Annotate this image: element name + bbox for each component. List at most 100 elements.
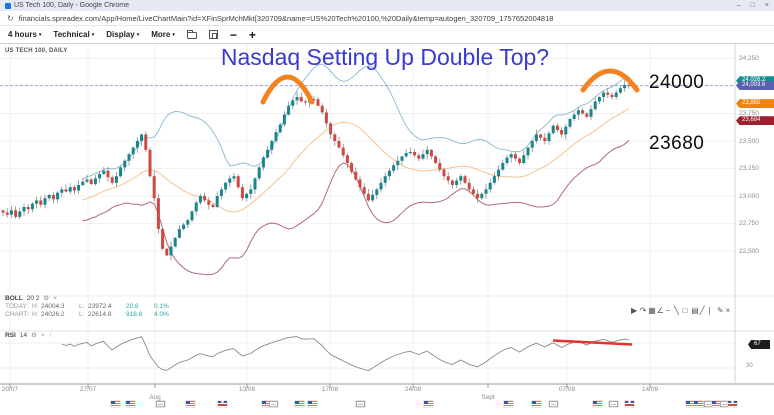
high-label: H: xyxy=(32,311,39,318)
middle-band-badge: 23,855 xyxy=(736,99,774,109)
tool-divider-icon[interactable]: | xyxy=(708,306,711,315)
zoom-in-button[interactable]: + xyxy=(248,27,256,42)
tool-ray-icon[interactable]: ╱ xyxy=(699,306,705,315)
event-flag-us[interactable] xyxy=(712,401,721,407)
time-axis-label: Aug xyxy=(149,394,161,401)
today-range-value: 20.6 xyxy=(126,303,139,310)
timeframe-label: 4 hours xyxy=(8,30,37,39)
chevron-down-icon: ▾ xyxy=(91,31,95,38)
symbol-label: US TECH 100, DAILY xyxy=(5,48,68,54)
event-flag-cal[interactable] xyxy=(156,401,165,407)
app-toolbar: 4 hours ▾ Technical ▾ Display ▾ More ▾ −… xyxy=(0,26,774,44)
rsi-indicator-label: RSI xyxy=(5,331,16,339)
event-flag-uk[interactable] xyxy=(728,401,737,407)
tool-horizontal-line-icon[interactable]: − xyxy=(665,306,671,315)
event-flag-us[interactable] xyxy=(186,401,195,407)
save-chart-icon[interactable] xyxy=(208,30,218,39)
display-label: Display xyxy=(106,30,135,39)
more-label: More xyxy=(151,30,171,39)
double-top-arc xyxy=(580,68,640,93)
event-flag-cal[interactable] xyxy=(609,401,618,407)
price-axis-label: 23,250 xyxy=(739,165,759,172)
chart-title-annotation[interactable]: Nasdaq Setting Up Double Top? xyxy=(220,44,550,70)
event-flag-us[interactable] xyxy=(126,401,135,407)
price-axis-label: 22,500 xyxy=(739,247,759,255)
event-flag-us[interactable] xyxy=(593,401,602,407)
rsi-trendline xyxy=(552,339,633,346)
chart-high-value: 24026.2 xyxy=(41,311,65,318)
reload-icon[interactable]: ↻ xyxy=(7,13,14,23)
event-flag-us[interactable] xyxy=(295,401,304,407)
event-flag-uk[interactable] xyxy=(625,401,634,407)
more-dropdown[interactable]: More ▾ xyxy=(151,30,175,39)
price-level-upper-annotation[interactable]: 24000 xyxy=(649,72,705,93)
boll-close-icon[interactable]: × xyxy=(53,294,57,302)
time-axis-label: Sept xyxy=(481,394,495,401)
rsi-close-icon[interactable]: × xyxy=(40,331,45,339)
tool-trend-line-icon[interactable]: ╲ xyxy=(674,306,679,315)
timeframe-dropdown[interactable]: 4 hours ▾ xyxy=(8,30,41,39)
time-axis-label: 24/08 xyxy=(404,386,422,393)
price-level-lower-annotation[interactable]: 23680 xyxy=(649,133,705,154)
chart-pct-value: 4.0% xyxy=(154,311,169,318)
chart-range-value: 918.8 xyxy=(126,311,143,318)
rsi-settings-gear-icon[interactable]: ⚙ xyxy=(31,332,37,339)
display-dropdown[interactable]: Display ▾ xyxy=(106,30,139,39)
time-axis-label: 20/07 xyxy=(1,386,19,393)
bollinger-upper-band xyxy=(82,63,629,180)
zoom-out-button[interactable]: − xyxy=(229,27,237,42)
event-flag-us[interactable] xyxy=(532,401,541,407)
event-flag-cal[interactable] xyxy=(269,401,278,407)
boll-chart-label: CHART: xyxy=(5,311,29,318)
time-axis-label: 27/07 xyxy=(79,386,97,393)
url-text[interactable]: financials.spreadex.com/App/Home/LiveCha… xyxy=(18,13,554,23)
event-flag-us[interactable] xyxy=(262,401,271,407)
close-button[interactable]: × xyxy=(764,2,769,9)
boll-settings-gear-icon[interactable]: ⚙ xyxy=(43,295,50,302)
browser-urlbar: ↻ financials.spreadex.com/App/Home/LiveC… xyxy=(0,11,774,26)
boll-today-label: TODAY: xyxy=(5,303,29,310)
rsi-axis-label-30: 30 xyxy=(746,363,753,369)
last-price-badge: 24,003.6 xyxy=(736,81,774,91)
price-axis-label: 23,750 xyxy=(739,110,759,117)
price-axis-label: 23,000 xyxy=(739,192,759,200)
browser-titlebar: US Tech 100, Daily - Google Chrome – □ × xyxy=(0,0,774,11)
event-flag-uk[interactable] xyxy=(218,401,227,407)
time-axis-label: 07/09 xyxy=(558,386,576,393)
bollinger-middle-band xyxy=(82,107,630,213)
tool-text-icon[interactable]: ▤ xyxy=(691,306,699,315)
price-axis-label: 23,500 xyxy=(739,137,759,145)
rsi-collapse-arrow-icon[interactable]: ↑ xyxy=(48,331,52,339)
time-axis-label: 17/08 xyxy=(321,386,339,393)
high-label: H: xyxy=(32,303,39,310)
event-flag-us[interactable] xyxy=(504,401,513,407)
open-chart-icon[interactable] xyxy=(186,30,197,39)
technical-dropdown[interactable]: Technical ▾ xyxy=(53,30,94,39)
event-flag-us[interactable] xyxy=(111,401,120,407)
tool-pencil-icon[interactable]: ✎ xyxy=(717,306,724,315)
price-axis-label: 24,250 xyxy=(739,55,759,62)
bollinger-lower-band xyxy=(82,140,630,276)
minimize-button[interactable]: – xyxy=(736,2,741,9)
boll-chart-row: CHART: H: 24026.2 L: 22614.8 918.8 4.0% xyxy=(5,311,182,318)
maximize-button[interactable]: □ xyxy=(750,2,755,9)
low-label: L: xyxy=(79,303,85,310)
tool-rectangle-icon[interactable]: □ xyxy=(682,306,688,315)
tool-pointer-icon[interactable]: ▶ xyxy=(631,306,638,315)
lower-band-badge: 23,684 xyxy=(736,116,774,126)
tool-curve-icon[interactable]: ↷ xyxy=(639,306,647,315)
tool-angle-icon[interactable]: ∠ xyxy=(656,306,664,315)
rsi-line xyxy=(61,336,629,372)
event-flag-cal[interactable] xyxy=(549,401,558,407)
window-title: US Tech 100, Daily - Google Chrome xyxy=(14,2,130,9)
tool-fib-grid-icon[interactable]: ▦ xyxy=(648,306,656,315)
event-flag-cal[interactable] xyxy=(356,401,365,407)
chart-area[interactable]: US TECH 100, DAILY Nasdaq Setting Up Dou… xyxy=(0,44,774,415)
event-flag-us[interactable] xyxy=(694,401,703,407)
time-axis-label: 10/08 xyxy=(238,386,256,393)
event-flag-us[interactable] xyxy=(308,401,317,407)
tool-close-icon[interactable]: × xyxy=(725,306,731,315)
event-flag-us[interactable] xyxy=(424,401,433,407)
event-flag-us[interactable] xyxy=(686,401,695,407)
